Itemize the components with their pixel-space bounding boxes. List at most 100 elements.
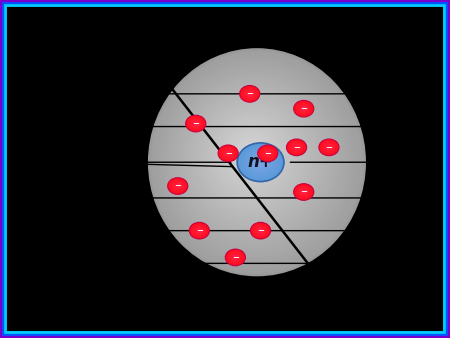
- Circle shape: [225, 249, 245, 266]
- Circle shape: [219, 146, 238, 161]
- Circle shape: [258, 228, 263, 233]
- Text: −: −: [257, 226, 264, 235]
- Circle shape: [322, 142, 336, 153]
- Ellipse shape: [199, 101, 307, 214]
- Circle shape: [193, 225, 206, 236]
- Circle shape: [292, 144, 301, 151]
- Circle shape: [321, 141, 337, 153]
- Circle shape: [295, 102, 312, 116]
- Text: −: −: [300, 104, 307, 113]
- Circle shape: [299, 104, 309, 113]
- Circle shape: [296, 186, 311, 198]
- Circle shape: [191, 224, 208, 238]
- Circle shape: [325, 144, 333, 151]
- Ellipse shape: [184, 86, 324, 233]
- Ellipse shape: [240, 143, 261, 166]
- Text: (b): (b): [99, 255, 128, 275]
- Circle shape: [302, 107, 306, 110]
- Ellipse shape: [154, 54, 359, 269]
- Circle shape: [300, 105, 308, 112]
- Circle shape: [192, 120, 200, 127]
- Circle shape: [324, 143, 334, 151]
- Circle shape: [265, 150, 271, 156]
- Circle shape: [241, 146, 280, 179]
- Circle shape: [250, 153, 271, 171]
- Circle shape: [188, 117, 203, 130]
- Ellipse shape: [159, 59, 353, 263]
- Circle shape: [264, 150, 272, 157]
- Ellipse shape: [197, 99, 310, 217]
- Circle shape: [320, 140, 338, 155]
- Circle shape: [237, 143, 284, 182]
- Ellipse shape: [232, 135, 270, 175]
- Circle shape: [320, 140, 338, 154]
- Circle shape: [258, 145, 278, 162]
- Circle shape: [255, 158, 266, 167]
- Circle shape: [289, 141, 304, 153]
- Circle shape: [170, 180, 185, 192]
- Ellipse shape: [194, 96, 313, 220]
- Circle shape: [292, 143, 302, 151]
- Circle shape: [297, 187, 310, 197]
- Circle shape: [172, 181, 184, 191]
- Circle shape: [226, 152, 230, 155]
- Ellipse shape: [234, 138, 267, 172]
- Circle shape: [296, 147, 297, 148]
- Ellipse shape: [215, 117, 290, 196]
- Circle shape: [177, 185, 179, 187]
- Ellipse shape: [212, 114, 293, 199]
- Circle shape: [323, 143, 335, 152]
- Circle shape: [245, 90, 255, 98]
- Circle shape: [297, 103, 310, 114]
- Circle shape: [294, 145, 299, 149]
- Ellipse shape: [157, 57, 356, 266]
- Circle shape: [224, 150, 232, 157]
- Circle shape: [295, 185, 312, 199]
- Circle shape: [169, 179, 186, 193]
- Ellipse shape: [217, 120, 287, 193]
- Ellipse shape: [152, 52, 362, 272]
- Ellipse shape: [174, 75, 336, 245]
- Text: −: −: [293, 143, 300, 152]
- Circle shape: [194, 226, 204, 235]
- Circle shape: [221, 148, 235, 159]
- Circle shape: [243, 88, 256, 99]
- Circle shape: [197, 228, 202, 233]
- Circle shape: [168, 178, 187, 194]
- Circle shape: [227, 153, 229, 154]
- Circle shape: [189, 222, 209, 239]
- Circle shape: [240, 86, 259, 101]
- Ellipse shape: [182, 83, 328, 236]
- Ellipse shape: [227, 130, 276, 181]
- Circle shape: [251, 222, 270, 239]
- Circle shape: [303, 191, 305, 193]
- Circle shape: [293, 145, 300, 150]
- Circle shape: [186, 115, 206, 132]
- Circle shape: [327, 146, 331, 149]
- Circle shape: [198, 229, 201, 232]
- Circle shape: [259, 229, 262, 232]
- Circle shape: [299, 188, 309, 196]
- Ellipse shape: [220, 122, 284, 190]
- Circle shape: [220, 146, 237, 160]
- Circle shape: [266, 152, 270, 155]
- Ellipse shape: [245, 148, 256, 160]
- Circle shape: [303, 108, 305, 110]
- Text: −: −: [246, 89, 253, 98]
- Circle shape: [196, 228, 202, 234]
- Ellipse shape: [164, 65, 348, 257]
- Circle shape: [225, 150, 231, 156]
- Ellipse shape: [222, 125, 281, 187]
- Circle shape: [220, 147, 236, 160]
- Circle shape: [259, 161, 262, 163]
- Circle shape: [244, 149, 277, 176]
- Circle shape: [245, 150, 276, 175]
- Circle shape: [171, 180, 184, 192]
- Circle shape: [192, 224, 207, 237]
- Ellipse shape: [207, 109, 299, 205]
- Circle shape: [256, 159, 265, 166]
- Circle shape: [300, 189, 308, 195]
- Text: n+: n+: [248, 153, 274, 171]
- Circle shape: [249, 93, 251, 95]
- Circle shape: [295, 146, 298, 149]
